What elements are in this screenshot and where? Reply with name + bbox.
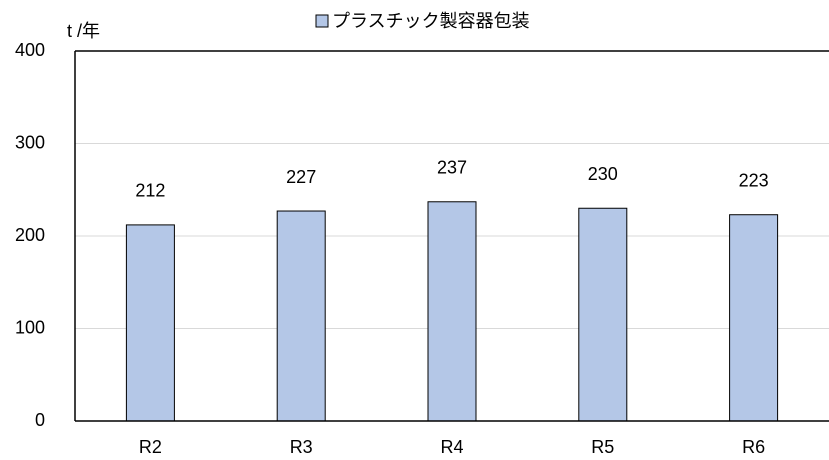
- data-label: 223: [739, 170, 769, 190]
- x-tick-label: R2: [139, 437, 162, 457]
- bar: [427, 201, 477, 422]
- data-label: 212: [135, 181, 165, 201]
- x-tick-label: R6: [742, 437, 765, 457]
- bar: [578, 207, 628, 422]
- data-label: 237: [437, 158, 467, 178]
- y-tick-label: 400: [15, 40, 45, 60]
- y-tick-label: 100: [15, 317, 45, 337]
- x-tick-label: R5: [591, 437, 614, 457]
- x-tick-label: R4: [440, 437, 463, 457]
- x-tick-label: R3: [290, 437, 313, 457]
- legend-swatch: [315, 14, 329, 28]
- bar: [276, 210, 326, 422]
- bar: [125, 224, 175, 422]
- y-tick-label: 200: [15, 225, 45, 245]
- data-label: 230: [588, 164, 618, 184]
- y-axis-label: t /年: [67, 21, 100, 41]
- bar: [729, 214, 779, 422]
- y-tick-label: 300: [15, 132, 45, 152]
- data-label: 227: [286, 167, 316, 187]
- legend-label: プラスチック製容器包装: [332, 11, 530, 31]
- y-tick-label: 0: [35, 410, 45, 430]
